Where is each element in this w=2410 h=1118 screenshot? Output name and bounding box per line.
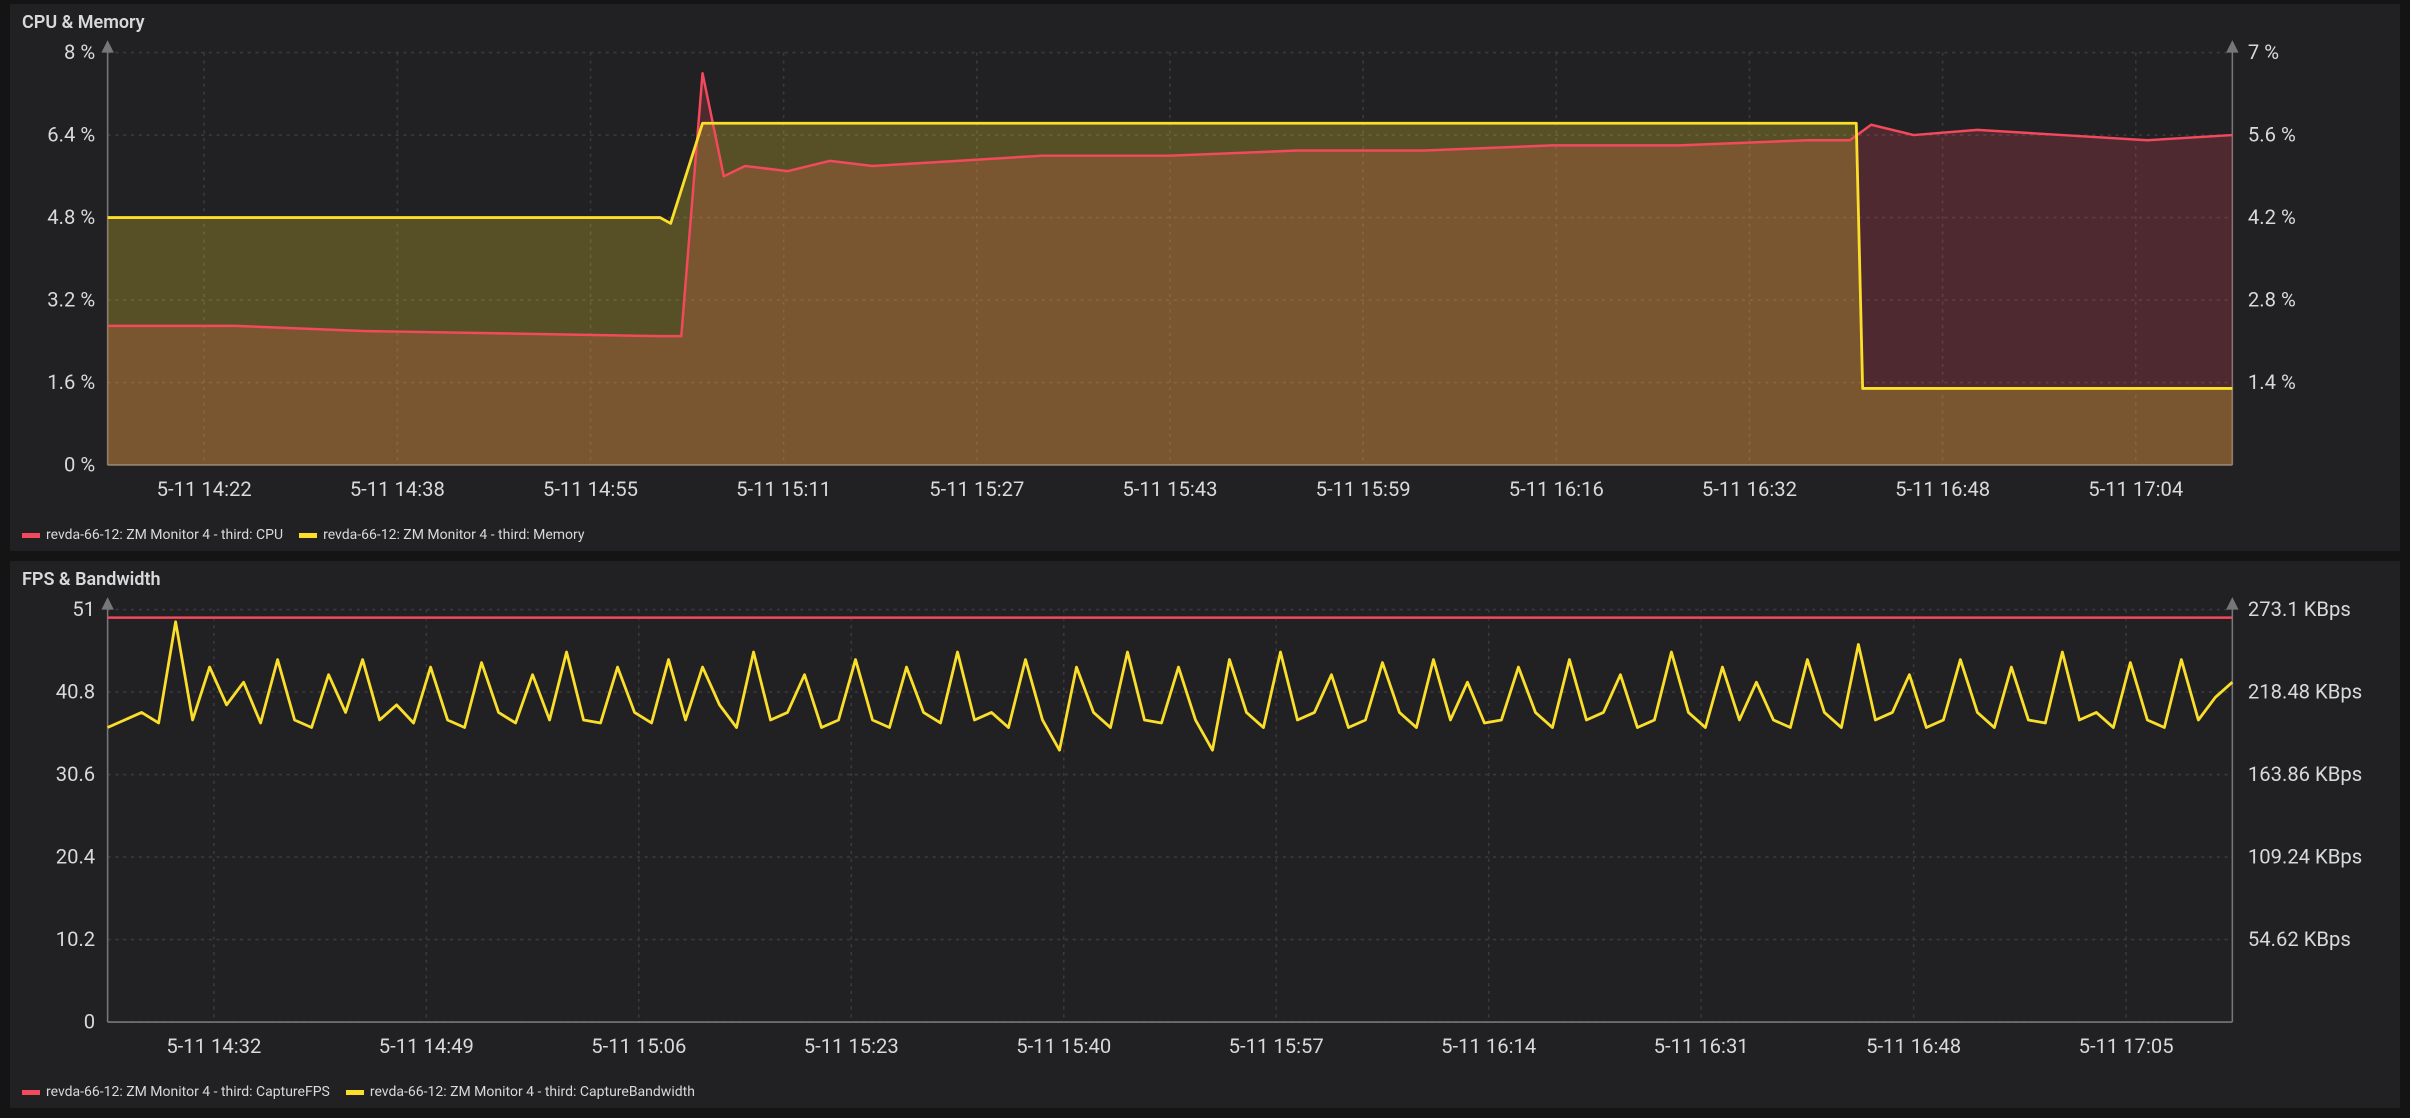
svg-text:5-11 16:31: 5-11 16:31 (1654, 1034, 1749, 1058)
legend-item[interactable]: revda-66-12: ZM Monitor 4 - third: Captu… (22, 1084, 330, 1100)
svg-text:5-11 15:43: 5-11 15:43 (1122, 477, 1217, 501)
panel-title: FPS & Bandwidth (22, 569, 2388, 590)
svg-text:5.6 %: 5.6 % (2248, 122, 2296, 146)
legend-label: revda-66-12: ZM Monitor 4 - third: Captu… (46, 1084, 330, 1100)
svg-text:1.4 %: 1.4 % (2248, 370, 2296, 394)
svg-text:40.8: 40.8 (56, 679, 95, 703)
svg-text:0: 0 (84, 1009, 95, 1033)
panel-title: CPU & Memory (22, 12, 2388, 33)
svg-text:1.6 %: 1.6 % (47, 370, 95, 394)
svg-text:7 %: 7 % (2248, 40, 2279, 64)
svg-text:5-11 14:22: 5-11 14:22 (157, 477, 252, 501)
svg-text:5-11 15:27: 5-11 15:27 (929, 477, 1024, 501)
legend-swatch (299, 533, 317, 538)
svg-text:4.2 %: 4.2 % (2248, 205, 2296, 229)
svg-text:5-11 15:59: 5-11 15:59 (1316, 477, 1411, 501)
legend-swatch (22, 1090, 40, 1095)
legend-label: revda-66-12: ZM Monitor 4 - third: Memor… (323, 527, 584, 543)
legend-swatch (346, 1090, 364, 1095)
svg-text:5-11 14:38: 5-11 14:38 (350, 477, 445, 501)
legend-item[interactable]: revda-66-12: ZM Monitor 4 - third: Memor… (299, 527, 584, 543)
chart-svg: 0 10.2 20.4 30.6 40.8 51 54.62 KBps 109.24 KBps… (22, 594, 2388, 1077)
svg-text:5-11 14:49: 5-11 14:49 (379, 1034, 474, 1058)
svg-text:273.1 KBps: 273.1 KBps (2248, 597, 2351, 621)
svg-text:5-11 15:06: 5-11 15:06 (591, 1034, 686, 1058)
chart-svg: 0 % 1.6 % 3.2 % 4.8 % 6.4 % 8 % 1.4 % 2.8 % 4.2 … (22, 37, 2388, 520)
fps-bandwidth-chart[interactable]: 0 10.2 20.4 30.6 40.8 51 54.62 KBps 109.24 KBps… (22, 594, 2388, 1077)
svg-text:109.24 KBps: 109.24 KBps (2248, 844, 2362, 868)
svg-text:8 %: 8 % (64, 40, 95, 64)
svg-text:5-11 16:16: 5-11 16:16 (1509, 477, 1604, 501)
svg-text:30.6: 30.6 (56, 762, 95, 786)
legend-label: revda-66-12: ZM Monitor 4 - third: CPU (46, 527, 283, 543)
legend-label: revda-66-12: ZM Monitor 4 - third: Captu… (370, 1084, 695, 1100)
svg-text:5-11 14:55: 5-11 14:55 (543, 477, 638, 501)
svg-text:4.8 %: 4.8 % (47, 205, 95, 229)
svg-text:0 %: 0 % (64, 452, 95, 476)
svg-text:163.86 KBps: 163.86 KBps (2248, 762, 2362, 786)
svg-text:54.62 KBps: 54.62 KBps (2248, 927, 2351, 951)
svg-text:5-11 16:14: 5-11 16:14 (1441, 1034, 1536, 1058)
chart-legend: revda-66-12: ZM Monitor 4 - third: CPU re… (22, 520, 2388, 544)
fps-bandwidth-panel: FPS & Bandwidth 0 10.2 20.4 30.6 40.8 51 54.62… (10, 561, 2400, 1108)
svg-text:5-11 15:11: 5-11 15:11 (736, 477, 831, 501)
cpu-memory-panel: CPU & Memory 0 % 1.6 % 3.2 % 4.8 % 6.4 % 8 % 1… (10, 4, 2400, 551)
svg-text:5-11 15:23: 5-11 15:23 (804, 1034, 899, 1058)
svg-text:5-11 15:57: 5-11 15:57 (1229, 1034, 1324, 1058)
svg-text:5-11 16:48: 5-11 16:48 (1895, 477, 1990, 501)
svg-text:5-11 17:05: 5-11 17:05 (2079, 1034, 2174, 1058)
legend-item[interactable]: revda-66-12: ZM Monitor 4 - third: Captu… (346, 1084, 695, 1100)
svg-text:10.2: 10.2 (56, 927, 95, 951)
svg-text:5-11 16:32: 5-11 16:32 (1702, 477, 1797, 501)
chart-legend: revda-66-12: ZM Monitor 4 - third: Captu… (22, 1077, 2388, 1101)
legend-swatch (22, 533, 40, 538)
legend-item[interactable]: revda-66-12: ZM Monitor 4 - third: CPU (22, 527, 283, 543)
svg-text:5-11 15:40: 5-11 15:40 (1016, 1034, 1111, 1058)
cpu-memory-chart[interactable]: 0 % 1.6 % 3.2 % 4.8 % 6.4 % 8 % 1.4 % 2.8 % 4.2 … (22, 37, 2388, 520)
svg-text:6.4 %: 6.4 % (47, 122, 95, 146)
svg-text:5-11 17:04: 5-11 17:04 (2088, 477, 2183, 501)
svg-text:5-11 14:32: 5-11 14:32 (166, 1034, 261, 1058)
svg-text:5-11 16:48: 5-11 16:48 (1866, 1034, 1961, 1058)
svg-text:51: 51 (72, 597, 95, 621)
svg-text:3.2 %: 3.2 % (47, 287, 95, 311)
svg-text:218.48 KBps: 218.48 KBps (2248, 679, 2362, 703)
svg-text:2.8 %: 2.8 % (2248, 287, 2296, 311)
svg-text:20.4: 20.4 (56, 844, 95, 868)
